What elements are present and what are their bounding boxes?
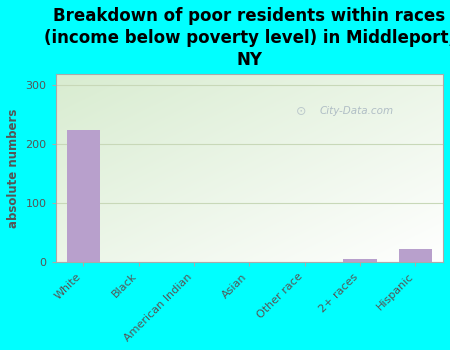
Y-axis label: absolute numbers: absolute numbers — [7, 108, 20, 228]
Bar — [67, 130, 100, 262]
Text: City-Data.com: City-Data.com — [319, 106, 393, 117]
Title: Breakdown of poor residents within races
(income below poverty level) in Middlep: Breakdown of poor residents within races… — [44, 7, 450, 69]
Bar — [343, 259, 377, 262]
Text: ⊙: ⊙ — [296, 105, 306, 118]
Bar — [399, 249, 432, 262]
